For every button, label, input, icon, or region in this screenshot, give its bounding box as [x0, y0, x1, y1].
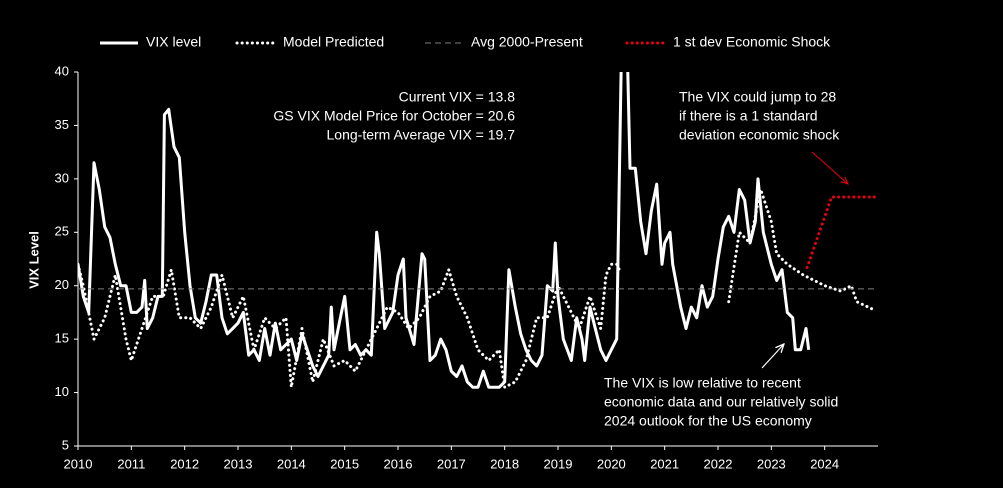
legend-label: Model Predicted	[283, 34, 384, 50]
annotation: The VIX is low relative to recent	[604, 375, 801, 391]
y-axis-label: VIX Level	[26, 231, 41, 289]
x-tick-label: 2024	[810, 456, 839, 471]
legend-label: 1 st dev Economic Shock	[673, 34, 831, 50]
annotation-arrow	[811, 151, 848, 184]
x-tick-label: 2018	[490, 456, 519, 471]
x-tick-label: 2015	[330, 456, 359, 471]
annotation: Long-term Average VIX = 19.7	[327, 127, 516, 143]
y-tick-label: 15	[55, 331, 69, 346]
x-tick-label: 2016	[384, 456, 413, 471]
y-tick-label: 25	[55, 224, 69, 239]
plot-area	[78, 72, 876, 389]
x-tick-label: 2020	[597, 456, 626, 471]
legend-label: VIX level	[146, 34, 201, 50]
annotation: economic data and our relatively solid	[604, 394, 838, 410]
x-tick-label: 2011	[117, 456, 145, 471]
annotation: GS VIX Model Price for October = 20.6	[273, 108, 515, 124]
series-line	[78, 188, 875, 389]
annotation: Current VIX = 13.8	[399, 89, 516, 105]
annotation: deviation economic shock	[679, 127, 840, 143]
x-tick-label: 2019	[544, 456, 573, 471]
x-tick-label: 2022	[704, 456, 733, 471]
x-tick-label: 2014	[277, 456, 306, 471]
annotation-arrow	[761, 344, 784, 369]
x-tick-label: 2021	[650, 456, 679, 471]
annotation: if there is a 1 standard	[679, 108, 818, 124]
y-tick-label: 40	[55, 63, 69, 78]
x-tick-label: 2023	[757, 456, 786, 471]
series-line	[78, 72, 811, 389]
y-tick-label: 35	[55, 117, 69, 132]
legend-label: Avg 2000-Present	[471, 34, 583, 50]
y-tick-label: 20	[55, 277, 69, 292]
annotation: 2024 outlook for the US economy	[604, 413, 812, 429]
x-tick-label: 2012	[170, 456, 199, 471]
annotation: The VIX could jump to 28	[679, 89, 836, 105]
series-line	[805, 195, 876, 269]
y-tick-label: 5	[62, 437, 69, 452]
x-tick-label: 2010	[64, 456, 93, 471]
y-tick-label: 30	[55, 170, 69, 185]
x-tick-label: 2017	[437, 456, 466, 471]
y-tick-label: 10	[55, 384, 69, 399]
x-tick-label: 2013	[224, 456, 253, 471]
